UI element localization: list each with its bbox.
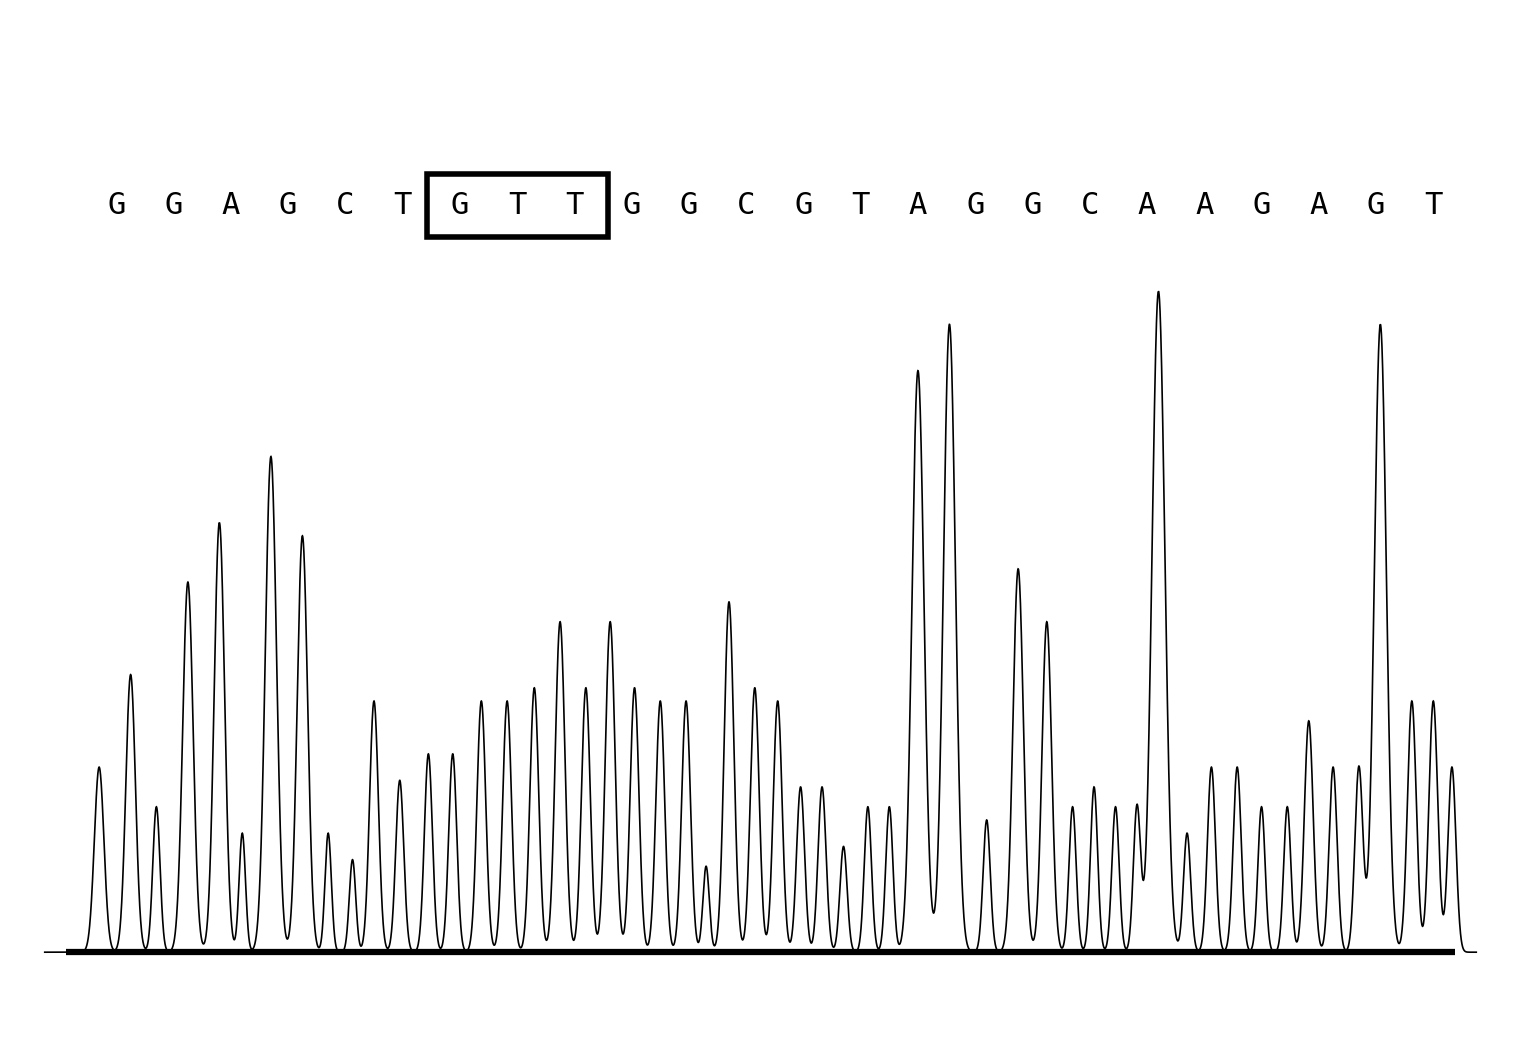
Text: G: G	[106, 191, 126, 220]
Text: G: G	[966, 191, 984, 220]
Text: G: G	[450, 191, 468, 220]
Text: A: A	[908, 191, 928, 220]
Text: T: T	[508, 191, 526, 220]
Text: G: G	[794, 191, 812, 220]
Text: A: A	[1310, 191, 1328, 220]
Text: A: A	[1196, 191, 1214, 220]
Text: A: A	[222, 191, 240, 220]
Text: C: C	[336, 191, 354, 220]
Text: G: G	[164, 191, 183, 220]
Text: T: T	[1424, 191, 1442, 220]
Text: G: G	[680, 191, 698, 220]
Text: G: G	[278, 191, 297, 220]
Text: G: G	[1252, 191, 1270, 220]
Text: T: T	[566, 191, 584, 220]
Text: G: G	[622, 191, 640, 220]
Text: G: G	[1024, 191, 1042, 220]
FancyBboxPatch shape	[427, 173, 607, 238]
Text: T: T	[852, 191, 870, 220]
Text: G: G	[1367, 191, 1386, 220]
Text: T: T	[394, 191, 412, 220]
Text: C: C	[738, 191, 756, 220]
Text: C: C	[1080, 191, 1100, 220]
Text: A: A	[1138, 191, 1156, 220]
